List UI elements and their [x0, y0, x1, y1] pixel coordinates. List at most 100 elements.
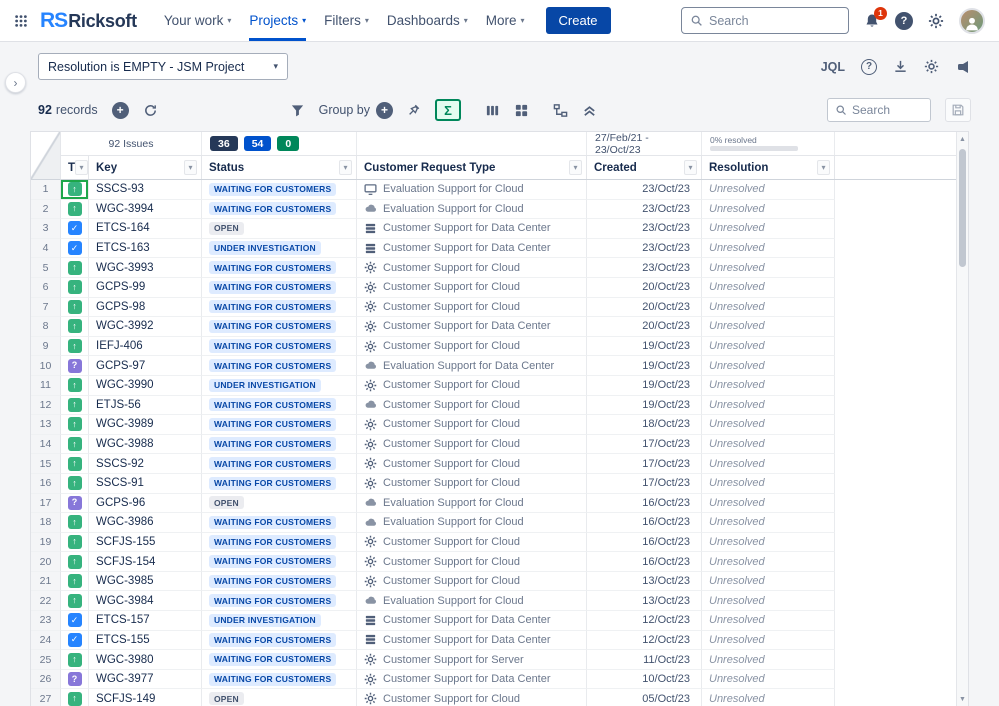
status-cell[interactable]: UNDER INVESTIGATION	[202, 239, 357, 259]
chevron-down-icon[interactable]: ▾	[817, 160, 830, 175]
user-avatar[interactable]	[959, 8, 985, 34]
download-icon[interactable]	[893, 59, 908, 74]
status-cell[interactable]: WAITING FOR CUSTOMERS	[202, 513, 357, 533]
grid-search-input[interactable]	[852, 103, 923, 117]
sum-toggle-button[interactable]: Σ	[435, 99, 461, 121]
status-cell[interactable]: WAITING FOR CUSTOMERS	[202, 396, 357, 416]
request-type-cell[interactable]: Customer Support for Server	[357, 650, 587, 670]
save-icon[interactable]	[945, 98, 971, 122]
request-type-cell[interactable]: Customer Support for Cloud	[357, 689, 587, 706]
request-type-cell[interactable]: Customer Support for Cloud	[357, 258, 587, 278]
table-row[interactable]: 24 ✓ ETCS-155 WAITING FOR CUSTOMERS Cust…	[31, 631, 956, 651]
table-row[interactable]: 18 ↑ WGC-3986 WAITING FOR CUSTOMERS Eval…	[31, 513, 956, 533]
column-header-type[interactable]: T ▾	[61, 156, 89, 179]
grid-view-icon[interactable]	[514, 103, 529, 118]
table-row[interactable]: 15 ↑ SSCS-92 WAITING FOR CUSTOMERS Custo…	[31, 454, 956, 474]
table-row[interactable]: 26 ? WGC-3977 WAITING FOR CUSTOMERS Cust…	[31, 670, 956, 690]
issue-key[interactable]: SSCS-91	[89, 474, 202, 494]
request-type-cell[interactable]: Customer Support for Data Center	[357, 239, 587, 259]
issue-key[interactable]: WGC-3993	[89, 258, 202, 278]
table-row[interactable]: 22 ↑ WGC-3984 WAITING FOR CUSTOMERS Eval…	[31, 591, 956, 611]
status-cell[interactable]: UNDER INVESTIGATION	[202, 611, 357, 631]
nav-item-dashboards[interactable]: Dashboards▾	[387, 0, 468, 41]
status-cell[interactable]: WAITING FOR CUSTOMERS	[202, 200, 357, 220]
table-row[interactable]: 7 ↑ GCPS-98 WAITING FOR CUSTOMERS Custom…	[31, 298, 956, 318]
status-cell[interactable]: WAITING FOR CUSTOMERS	[202, 670, 357, 690]
issue-type-cell[interactable]: ↑	[61, 415, 89, 435]
scroll-up-arrow[interactable]: ▲	[957, 132, 968, 146]
table-row[interactable]: 9 ↑ IEFJ-406 WAITING FOR CUSTOMERS Custo…	[31, 337, 956, 357]
request-type-cell[interactable]: Customer Support for Cloud	[357, 572, 587, 592]
issue-type-cell[interactable]: ↑	[61, 278, 89, 298]
sidebar-expand-button[interactable]: ›	[5, 72, 26, 93]
add-group-button[interactable]: +	[376, 102, 393, 119]
filter-icon[interactable]	[290, 103, 305, 118]
request-type-cell[interactable]: Evaluation Support for Cloud	[357, 513, 587, 533]
table-row[interactable]: 5 ↑ WGC-3993 WAITING FOR CUSTOMERS Custo…	[31, 258, 956, 278]
status-cell[interactable]: WAITING FOR CUSTOMERS	[202, 533, 357, 553]
issue-type-cell[interactable]: ↑	[61, 200, 89, 220]
issue-type-cell[interactable]: ?	[61, 670, 89, 690]
issue-type-cell[interactable]: ↑	[61, 650, 89, 670]
notifications-button[interactable]: 1	[864, 13, 880, 29]
create-button[interactable]: Create	[546, 7, 611, 34]
issue-key[interactable]: WGC-3984	[89, 591, 202, 611]
status-cell[interactable]: WAITING FOR CUSTOMERS	[202, 258, 357, 278]
status-cell[interactable]: OPEN	[202, 219, 357, 239]
issue-type-cell[interactable]: ✓	[61, 239, 89, 259]
status-cell[interactable]: WAITING FOR CUSTOMERS	[202, 631, 357, 651]
issue-type-cell[interactable]: ↑	[61, 689, 89, 706]
chevron-down-icon[interactable]: ▾	[184, 160, 197, 175]
column-header-created[interactable]: Created ▾	[587, 156, 702, 179]
issue-type-cell[interactable]: ↑	[61, 454, 89, 474]
table-row[interactable]: 1 ↑ SSCS-93 WAITING FOR CUSTOMERS Evalua…	[31, 180, 956, 200]
column-header-status[interactable]: Status ▾	[202, 156, 357, 179]
issue-type-cell[interactable]: ✓	[61, 219, 89, 239]
column-header-request-type[interactable]: Customer Request Type ▾	[357, 156, 587, 179]
table-row[interactable]: 4 ✓ ETCS-163 UNDER INVESTIGATION Custome…	[31, 239, 956, 259]
table-row[interactable]: 8 ↑ WGC-3992 WAITING FOR CUSTOMERS Custo…	[31, 317, 956, 337]
issue-type-cell[interactable]: ✓	[61, 611, 89, 631]
nav-item-your-work[interactable]: Your work▾	[164, 0, 232, 41]
chevron-down-icon[interactable]: ▾	[75, 160, 88, 175]
issue-key[interactable]: IEFJ-406	[89, 337, 202, 357]
issue-key[interactable]: SSCS-93	[89, 180, 202, 200]
status-cell[interactable]: WAITING FOR CUSTOMERS	[202, 591, 357, 611]
issue-key[interactable]: GCPS-98	[89, 298, 202, 318]
request-type-cell[interactable]: Customer Support for Cloud	[357, 454, 587, 474]
request-type-cell[interactable]: Evaluation Support for Cloud	[357, 494, 587, 514]
issue-key[interactable]: SSCS-92	[89, 454, 202, 474]
request-type-cell[interactable]: Customer Support for Cloud	[357, 376, 587, 396]
issue-type-cell[interactable]: ↑	[61, 474, 89, 494]
issue-key[interactable]: GCPS-96	[89, 494, 202, 514]
table-row[interactable]: 12 ↑ ETJS-56 WAITING FOR CUSTOMERS Custo…	[31, 396, 956, 416]
scrollbar-thumb[interactable]	[959, 149, 966, 267]
issue-key[interactable]: ETCS-163	[89, 239, 202, 259]
request-type-cell[interactable]: Evaluation Support for Data Center	[357, 356, 587, 376]
request-type-cell[interactable]: Customer Support for Cloud	[357, 533, 587, 553]
table-row[interactable]: 2 ↑ WGC-3994 WAITING FOR CUSTOMERS Evalu…	[31, 200, 956, 220]
issue-type-cell[interactable]: ↑	[61, 376, 89, 396]
status-cell[interactable]: WAITING FOR CUSTOMERS	[202, 650, 357, 670]
issue-key[interactable]: GCPS-99	[89, 278, 202, 298]
issue-key[interactable]: GCPS-97	[89, 356, 202, 376]
table-row[interactable]: 27 ↑ SCFJS-149 OPEN Customer Support for…	[31, 689, 956, 706]
issue-type-cell[interactable]: ✓	[61, 631, 89, 651]
table-row[interactable]: 10 ? GCPS-97 WAITING FOR CUSTOMERS Evalu…	[31, 356, 956, 376]
issue-type-cell[interactable]: ↑	[61, 533, 89, 553]
request-type-cell[interactable]: Customer Support for Cloud	[357, 337, 587, 357]
chevron-down-icon[interactable]: ▾	[339, 160, 352, 175]
issue-key[interactable]: WGC-3992	[89, 317, 202, 337]
issue-type-cell[interactable]: ↑	[61, 513, 89, 533]
request-type-cell[interactable]: Customer Support for Cloud	[357, 278, 587, 298]
request-type-cell[interactable]: Evaluation Support for Cloud	[357, 180, 587, 200]
issue-key[interactable]: WGC-3990	[89, 376, 202, 396]
issue-key[interactable]: WGC-3977	[89, 670, 202, 690]
table-row[interactable]: 23 ✓ ETCS-157 UNDER INVESTIGATION Custom…	[31, 611, 956, 631]
issue-type-cell[interactable]: ↑	[61, 396, 89, 416]
status-cell[interactable]: WAITING FOR CUSTOMERS	[202, 298, 357, 318]
table-row[interactable]: 19 ↑ SCFJS-155 WAITING FOR CUSTOMERS Cus…	[31, 533, 956, 553]
status-cell[interactable]: WAITING FOR CUSTOMERS	[202, 572, 357, 592]
refresh-icon[interactable]	[143, 103, 158, 118]
column-header-key[interactable]: Key ▾	[89, 156, 202, 179]
